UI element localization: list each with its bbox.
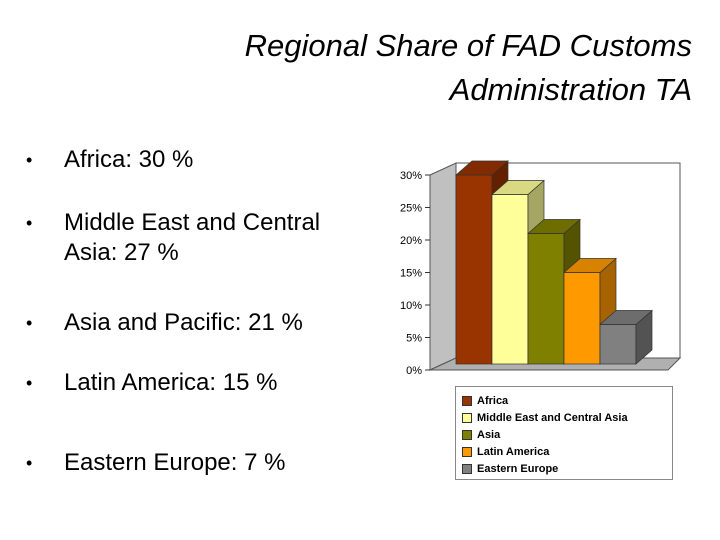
- bullet-dot-icon: •: [26, 313, 33, 333]
- y-tick-label: 25%: [400, 203, 422, 215]
- y-tick-label: 20%: [400, 235, 422, 247]
- title-line-1: Regional Share of FAD Customs: [244, 28, 692, 63]
- legend-item: Middle East and Central Asia: [462, 410, 628, 426]
- bullet-item-eastern-europe: • Eastern Europe: 7 %: [26, 448, 381, 478]
- bullet-text: Africa: 30 %: [64, 146, 194, 173]
- y-tick-label: 15%: [400, 268, 422, 280]
- chart-legend: Africa Middle East and Central Asia Asia La…: [455, 386, 673, 480]
- legend-label: Asia: [477, 429, 501, 441]
- bar-front-1: [491, 194, 529, 365]
- bullet-text: Latin America: 15 %: [64, 369, 278, 396]
- slide-title: Regional Share of FAD Customs Administra…: [132, 24, 692, 112]
- legend-swatch: [462, 396, 472, 407]
- bar-front-3: [563, 272, 601, 365]
- y-tick-label: 10%: [400, 300, 422, 312]
- bullet-text: Eastern Europe: 7 %: [64, 449, 286, 476]
- bullet-dot-icon: •: [26, 373, 33, 393]
- bar-chart: 0% 5% 10% 15% 20% 25% 30%: [400, 160, 682, 377]
- y-tick-label: 5%: [406, 333, 422, 345]
- legend-item: Africa: [462, 393, 508, 409]
- legend-swatch: [462, 464, 472, 475]
- bar-top-0: [455, 160, 509, 176]
- bar-top-3: [563, 258, 617, 273]
- legend-swatch: [462, 430, 472, 441]
- bullet-item-africa: • Africa: 30 %: [26, 145, 381, 175]
- legend-label: Latin America: [477, 446, 550, 458]
- legend-swatch: [462, 413, 472, 424]
- legend-item: Asia: [462, 427, 500, 443]
- bullet-dot-icon: •: [26, 453, 33, 473]
- bullet-dot-icon: •: [26, 150, 33, 170]
- bullet-text-line-1: Middle East and Central: [64, 209, 321, 236]
- bar-top-4: [599, 310, 653, 325]
- legend-label: Africa: [477, 395, 509, 407]
- bullet-item-middle-east: • Middle East and Central Asia: 27 %: [26, 208, 381, 268]
- bar-front-4: [599, 324, 637, 365]
- chart-side-wall: [429, 162, 457, 371]
- bar-front-2: [527, 233, 565, 365]
- legend-label: Middle East and Central Asia: [477, 412, 628, 424]
- bullet-dot-icon: •: [26, 213, 33, 233]
- y-tick-label: 0%: [406, 365, 422, 377]
- bullet-item-latin-america: • Latin America: 15 %: [26, 368, 381, 398]
- y-tick-label: 30%: [400, 170, 422, 182]
- legend-item: Eastern Europe: [462, 461, 558, 477]
- bar-front-0: [455, 174, 493, 365]
- bullet-text-line-2: Asia: 27 %: [64, 239, 179, 266]
- legend-item: Latin America: [462, 444, 549, 460]
- bullet-item-asia-pacific: • Asia and Pacific: 21 %: [26, 308, 381, 338]
- title-line-2: Administration TA: [449, 72, 692, 107]
- legend-swatch: [462, 447, 472, 458]
- bar-top-1: [491, 180, 545, 195]
- bullet-text: Asia and Pacific: 21 %: [64, 309, 303, 336]
- legend-label: Eastern Europe: [477, 463, 559, 475]
- bar-top-2: [527, 219, 581, 234]
